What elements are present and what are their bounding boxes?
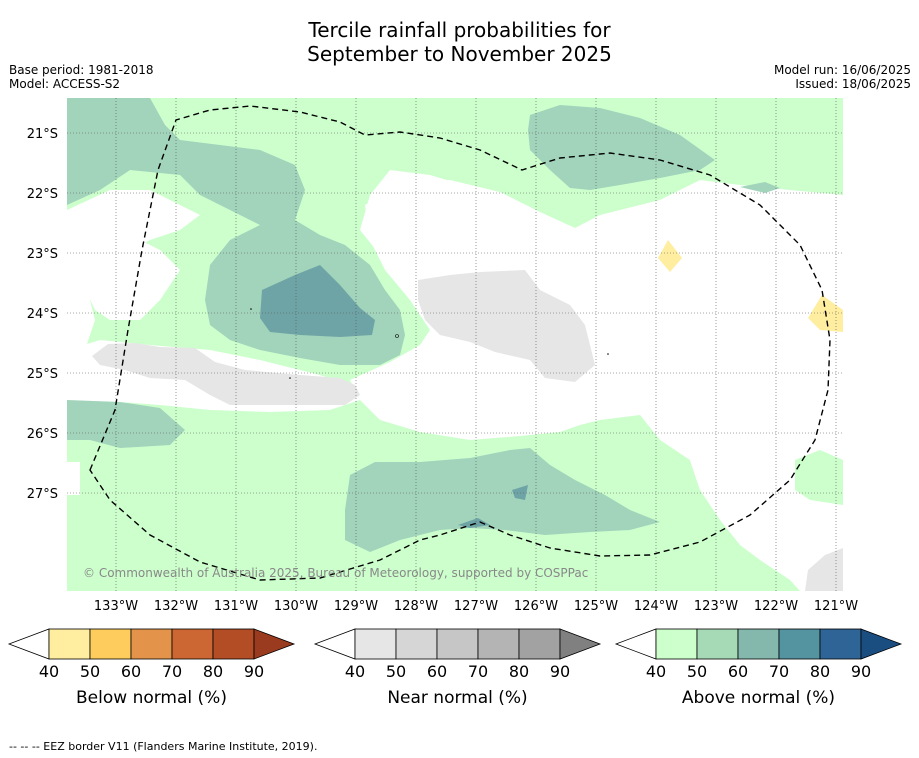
- above-normal-colorbar: 40 50 60 70 80 90 Above normal (%): [614, 628, 903, 708]
- colorbar-tick-label: 50: [80, 662, 100, 681]
- colorbar-title: Below normal (%): [76, 688, 227, 708]
- colorbar-extend-low: [614, 628, 657, 660]
- colorbar-segment: [130, 628, 173, 660]
- lat-label: 26°S: [27, 427, 58, 442]
- colorbar-tick-label: 40: [39, 662, 59, 681]
- colorbar-tick-label: 70: [769, 662, 789, 681]
- island-marker: [250, 308, 252, 310]
- model-run: Model run: 16/06/2025: [773, 63, 911, 77]
- lon-label: 129°W: [334, 599, 378, 614]
- colorbar-segment: [212, 628, 255, 660]
- colorbar-segment: [354, 628, 397, 660]
- title-line-2: September to November 2025: [307, 42, 612, 66]
- colorbar-legends: 40 50 60 70 80 90 Below normal (%) 40 50 60 70 80 90…: [7, 628, 903, 708]
- map-title: Tercile rainfall probabilities for Septe…: [0, 18, 919, 66]
- lon-label: 128°W: [394, 599, 438, 614]
- colorbar-title: Above normal (%): [682, 688, 835, 708]
- copyright-notice: © Commonwealth of Australia 2025, Bureau…: [83, 566, 588, 580]
- colorbar-segment: [48, 628, 91, 660]
- colorbar-tick-label: 80: [810, 662, 830, 681]
- map-gridlines: [67, 98, 843, 591]
- lon-label: 133°W: [94, 599, 138, 614]
- colorbar-segment: [477, 628, 520, 660]
- colorbar-tick-label: 70: [468, 662, 488, 681]
- model-name: Model: ACCESS-S2: [9, 77, 121, 91]
- lon-label: 131°W: [214, 599, 258, 614]
- colorbar-segment: [171, 628, 214, 660]
- lat-label: 27°S: [27, 487, 58, 502]
- lon-label: 124°W: [634, 599, 678, 614]
- lat-label: 21°S: [27, 127, 58, 142]
- colorbar-extend-high: [860, 628, 903, 660]
- colorbar-segment: [518, 628, 561, 660]
- lat-label: 23°S: [27, 247, 58, 262]
- colorbar-tick-label: 90: [851, 662, 871, 681]
- colorbar-tick-label: 80: [509, 662, 529, 681]
- near-normal-40-shading: [92, 270, 843, 591]
- meta-right: Model run: 16/06/2025 Issued: 18/06/2025: [774, 63, 911, 91]
- lon-label: 121°W: [814, 599, 858, 614]
- map-figure: © Commonwealth of Australia 2025, Bureau…: [7, 98, 903, 708]
- title-line-1: Tercile rainfall probabilities for: [308, 18, 611, 42]
- colorbar-tick-label: 90: [244, 662, 264, 681]
- lon-label: 123°W: [694, 599, 738, 614]
- colorbar-segment: [819, 628, 862, 660]
- colorbar-tick-label: 50: [386, 662, 406, 681]
- colorbar-extend-low: [313, 628, 356, 660]
- colorbar-segment: [436, 628, 479, 660]
- base-period: Base period: 1981-2018: [9, 63, 154, 77]
- colorbar-tick-label: 60: [121, 662, 141, 681]
- island-marker: [289, 377, 291, 379]
- eez-border-line: [89, 105, 831, 581]
- island-marker: [607, 353, 609, 355]
- lon-label: 125°W: [574, 599, 618, 614]
- colorbar-extend-high: [253, 628, 296, 660]
- colorbar-segment: [778, 628, 821, 660]
- colorbar-segment: [655, 628, 698, 660]
- near-normal-colorbar: 40 50 60 70 80 90 Near normal (%): [313, 628, 602, 708]
- lon-label: 127°W: [454, 599, 498, 614]
- colorbar-segment: [696, 628, 739, 660]
- colorbar-tick-label: 90: [550, 662, 570, 681]
- issued-date: Issued: 18/06/2025: [795, 77, 911, 91]
- lon-label: 122°W: [754, 599, 798, 614]
- colorbar-title: Near normal (%): [387, 688, 527, 708]
- colorbar-tick-label: 60: [728, 662, 748, 681]
- above-normal-60-shading: [260, 265, 528, 528]
- colorbar-extend-high: [559, 628, 602, 660]
- colorbar-tick-label: 70: [162, 662, 182, 681]
- eez-footnote: -- -- -- EEZ border V11 (Flanders Marine…: [9, 740, 318, 753]
- colorbar-tick-label: 80: [203, 662, 223, 681]
- island-marker: [395, 334, 399, 338]
- colorbar-segment: [89, 628, 132, 660]
- colorbar-tick-label: 50: [687, 662, 707, 681]
- below-normal-colorbar: 40 50 60 70 80 90 Below normal (%): [7, 628, 296, 708]
- lat-label: 24°S: [27, 307, 58, 322]
- colorbar-extend-low: [7, 628, 50, 660]
- colorbar-tick-label: 40: [345, 662, 365, 681]
- map-plot-area: © Commonwealth of Australia 2025, Bureau…: [67, 98, 843, 591]
- colorbar-tick-label: 40: [646, 662, 666, 681]
- colorbar-segment: [395, 628, 438, 660]
- meta-left: Base period: 1981-2018 Model: ACCESS-S2: [9, 63, 154, 91]
- colorbar-tick-label: 60: [427, 662, 447, 681]
- lat-label: 25°S: [27, 367, 58, 382]
- lon-label: 126°W: [514, 599, 558, 614]
- longitude-labels: 133°W 132°W 131°W 130°W 129°W 128°W 127°…: [94, 599, 858, 614]
- lon-label: 130°W: [274, 599, 318, 614]
- lon-label: 132°W: [154, 599, 198, 614]
- colorbar-segment: [737, 628, 780, 660]
- latitude-labels: 21°S 22°S 23°S 24°S 25°S 26°S 27°S: [27, 127, 58, 502]
- lat-label: 22°S: [27, 187, 58, 202]
